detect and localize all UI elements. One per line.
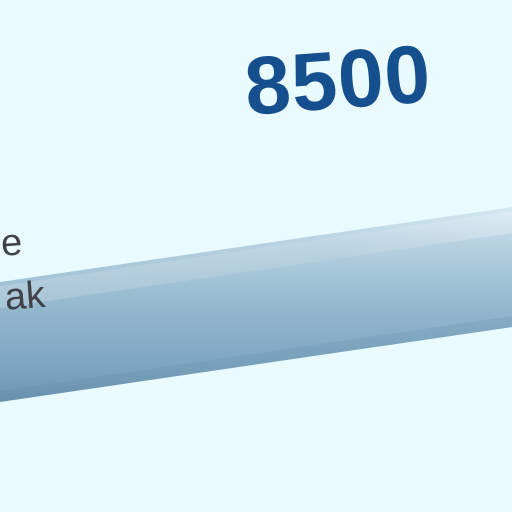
side-label: e ak	[0, 214, 47, 325]
elevation-bar-highlight	[0, 211, 512, 308]
elevation-bar-body	[0, 207, 512, 402]
side-label-line-1: e	[0, 221, 24, 265]
elevation-bar-shadow	[0, 316, 512, 402]
metric-value: 8500	[241, 28, 435, 133]
side-label-line-2: ak	[3, 273, 47, 319]
